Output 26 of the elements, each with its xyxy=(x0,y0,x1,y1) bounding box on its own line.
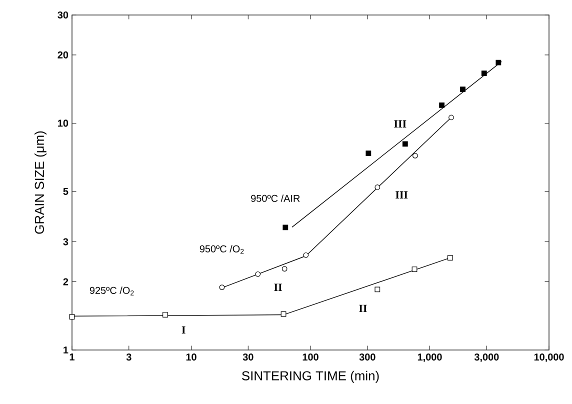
y-axis-title: GRAIN SIZE (μm) xyxy=(34,131,47,234)
x-axis-title: SINTERING TIME (min) xyxy=(242,370,379,383)
x-tick-label: 10,000 xyxy=(534,354,564,362)
x-tick-label: 1,000 xyxy=(418,354,442,362)
annotation: II xyxy=(359,304,367,312)
x-tick-label: 10 xyxy=(186,354,196,361)
annotation: III xyxy=(394,120,406,128)
y-tick-label: 3 xyxy=(63,238,68,246)
annotation: II xyxy=(274,284,282,291)
y-tick-label: 20 xyxy=(58,51,68,58)
x-tick-label: 3 xyxy=(126,354,132,361)
text: 950ºC /AIR xyxy=(251,194,300,202)
y-tick-label: 5 xyxy=(63,188,68,195)
x-tick-label: 1 xyxy=(70,354,74,360)
annotation: III xyxy=(396,191,408,198)
text: 950ºC /O$_{2}$ xyxy=(200,245,244,254)
y-tick-label: 10 xyxy=(58,120,68,127)
y-tick-label: 1 xyxy=(64,346,68,354)
x-tick-label: 100 xyxy=(302,354,318,361)
y-tick-label: 2 xyxy=(63,278,68,286)
x-tick-label: 30 xyxy=(242,354,254,361)
y-tick-label: 30 xyxy=(58,11,68,19)
text: 925ºC /O$_{2}$ xyxy=(90,286,134,296)
x-tick-label: 300 xyxy=(359,354,376,361)
x-tick-label: 3,000 xyxy=(474,354,499,362)
annotation: I xyxy=(182,326,186,334)
